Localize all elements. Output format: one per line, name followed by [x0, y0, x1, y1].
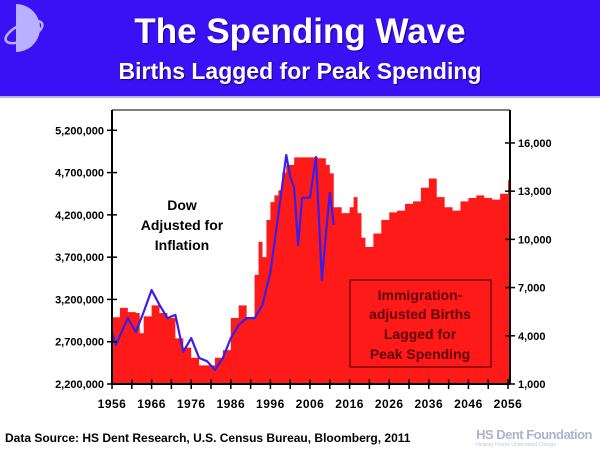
- x-tick-label: 1956: [98, 397, 127, 411]
- left-y-tick-label: 4,200,000: [55, 210, 104, 222]
- right-y-tick-label: 16,000: [518, 138, 552, 150]
- x-tick-label: 2036: [414, 397, 443, 411]
- x-tick-label: 1996: [256, 397, 285, 411]
- x-tick-label: 2046: [454, 397, 483, 411]
- x-tick-label: 2006: [296, 397, 325, 411]
- births-annotation-line3: Lagged for: [384, 326, 457, 342]
- left-y-tick-label: 2,200,000: [55, 379, 104, 391]
- right-y-tick-label: 13,000: [518, 186, 552, 198]
- x-tick-label: 1966: [137, 397, 166, 411]
- spending-wave-chart: 1956 1966 1976 1986 1996 2006 2016 2026 2036 2046…: [55, 109, 552, 411]
- births-annotation-line2: adjusted Births: [369, 306, 471, 322]
- brand-tagline: Helping People Understand Change: [476, 442, 557, 448]
- header-banner: The Spending Wave Births Lagged for Peak…: [0, 0, 600, 98]
- dow-annotation-line1: Dow: [167, 197, 197, 213]
- births-annotation-line4: Peak Spending: [370, 346, 470, 362]
- brand-name: HS Dent Foundation: [476, 427, 592, 442]
- births-annotation-line1: Immigration-: [378, 287, 463, 303]
- x-tick-label: 2026: [375, 397, 404, 411]
- chart-title: The Spending Wave: [134, 12, 466, 51]
- dow-annotation-line3: Inflation: [155, 237, 209, 253]
- right-y-tick-label: 4,000: [518, 331, 546, 343]
- right-y-tick-label: 10,000: [518, 234, 552, 246]
- right-y-tick-label: 7,000: [518, 283, 546, 295]
- footer-brand-logo: HS Dent Foundation Helping People Unders…: [476, 427, 592, 448]
- left-y-tick-label: 5,200,000: [55, 125, 104, 137]
- dow-annotation-line2: Adjusted for: [141, 217, 224, 233]
- data-source-note: Data Source: HS Dent Research, U.S. Cens…: [5, 431, 411, 445]
- left-y-tick-label: 3,700,000: [55, 252, 104, 264]
- x-tick-label: 1976: [177, 397, 206, 411]
- hs-dent-logo-icon: [4, 4, 44, 52]
- x-tick-label: 2016: [335, 397, 364, 411]
- births-legend-box: [349, 279, 492, 368]
- left-y-tick-label: 3,200,000: [55, 294, 104, 306]
- right-y-tick-label: 1,000: [518, 379, 546, 391]
- left-y-tick-label: 4,700,000: [55, 168, 104, 180]
- chart-subtitle: Births Lagged for Peak Spending: [118, 58, 482, 84]
- births-area-series: [112, 157, 510, 384]
- dow-line-series: [110, 153, 335, 372]
- x-tick-label: 1986: [216, 397, 245, 411]
- x-tick-label: 2056: [494, 397, 523, 411]
- left-y-tick-label: 2,700,000: [55, 337, 104, 349]
